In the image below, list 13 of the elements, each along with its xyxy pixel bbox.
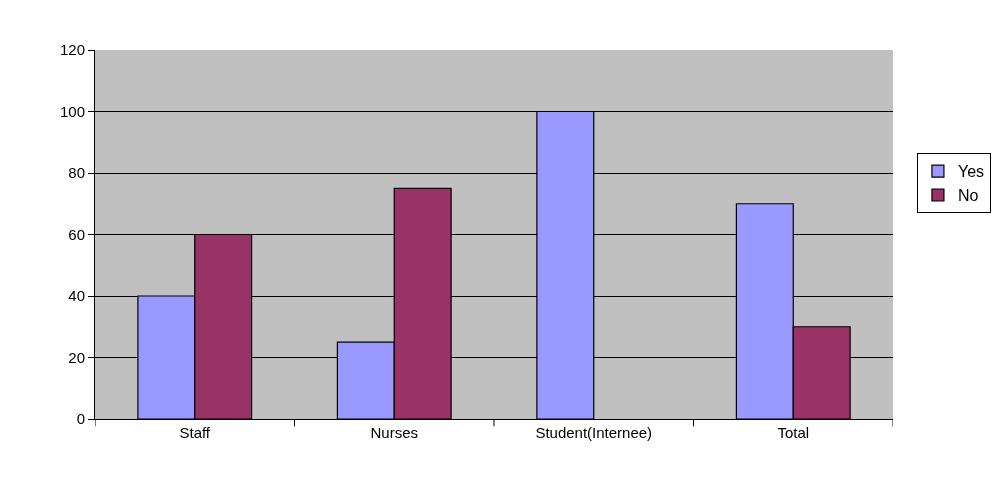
legend-label: Yes — [957, 163, 985, 181]
x-tick-label: Staff — [179, 424, 211, 441]
x-tick-label: Student(Internee) — [535, 424, 653, 441]
y-tick-label: 80 — [68, 164, 85, 182]
x-tick-label: Nurses — [370, 424, 419, 441]
legend-label: No — [957, 187, 979, 205]
y-tick-label: 60 — [68, 225, 85, 243]
y-tick-label: 0 — [76, 410, 85, 428]
y-tick-label: 40 — [68, 287, 85, 305]
y-tick-label: 100 — [59, 102, 85, 120]
x-tick-label: Total — [777, 424, 810, 441]
y-tick-label: 20 — [68, 348, 85, 366]
y-tick-label: 120 — [59, 41, 85, 59]
